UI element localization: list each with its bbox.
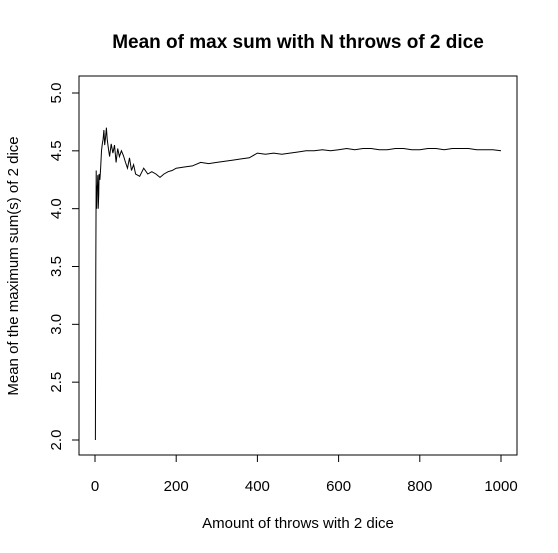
y-tick-label: 3.5 bbox=[48, 256, 65, 277]
x-tick-label: 600 bbox=[326, 478, 351, 495]
x-axis-label: Amount of throws with 2 dice bbox=[202, 515, 394, 532]
y-tick-label: 4.0 bbox=[48, 198, 65, 219]
y-tick-label: 5.0 bbox=[48, 83, 65, 104]
chart-title: Mean of max sum with N throws of 2 dice bbox=[112, 32, 484, 53]
y-axis-label: Mean of the maximum sum(s) of 2 dice bbox=[5, 136, 22, 395]
plot-frame bbox=[78, 75, 518, 456]
y-tick-label: 2.5 bbox=[48, 372, 65, 393]
x-tick-label: 400 bbox=[245, 478, 270, 495]
x-tick-label: 1000 bbox=[484, 478, 517, 495]
series-line bbox=[94, 127, 502, 441]
x-tick-label: 200 bbox=[164, 478, 189, 495]
y-axis: 2.0 2.5 3.0 3.5 4.0 4.5 5.0 bbox=[48, 83, 80, 451]
x-tick-label: 800 bbox=[407, 478, 432, 495]
x-axis: 0 200 400 600 800 1000 bbox=[91, 454, 518, 495]
y-tick-label: 2.0 bbox=[48, 430, 65, 451]
y-tick-label: 3.0 bbox=[48, 314, 65, 335]
y-tick-label: 4.5 bbox=[48, 140, 65, 161]
x-tick-label: 0 bbox=[91, 478, 99, 495]
